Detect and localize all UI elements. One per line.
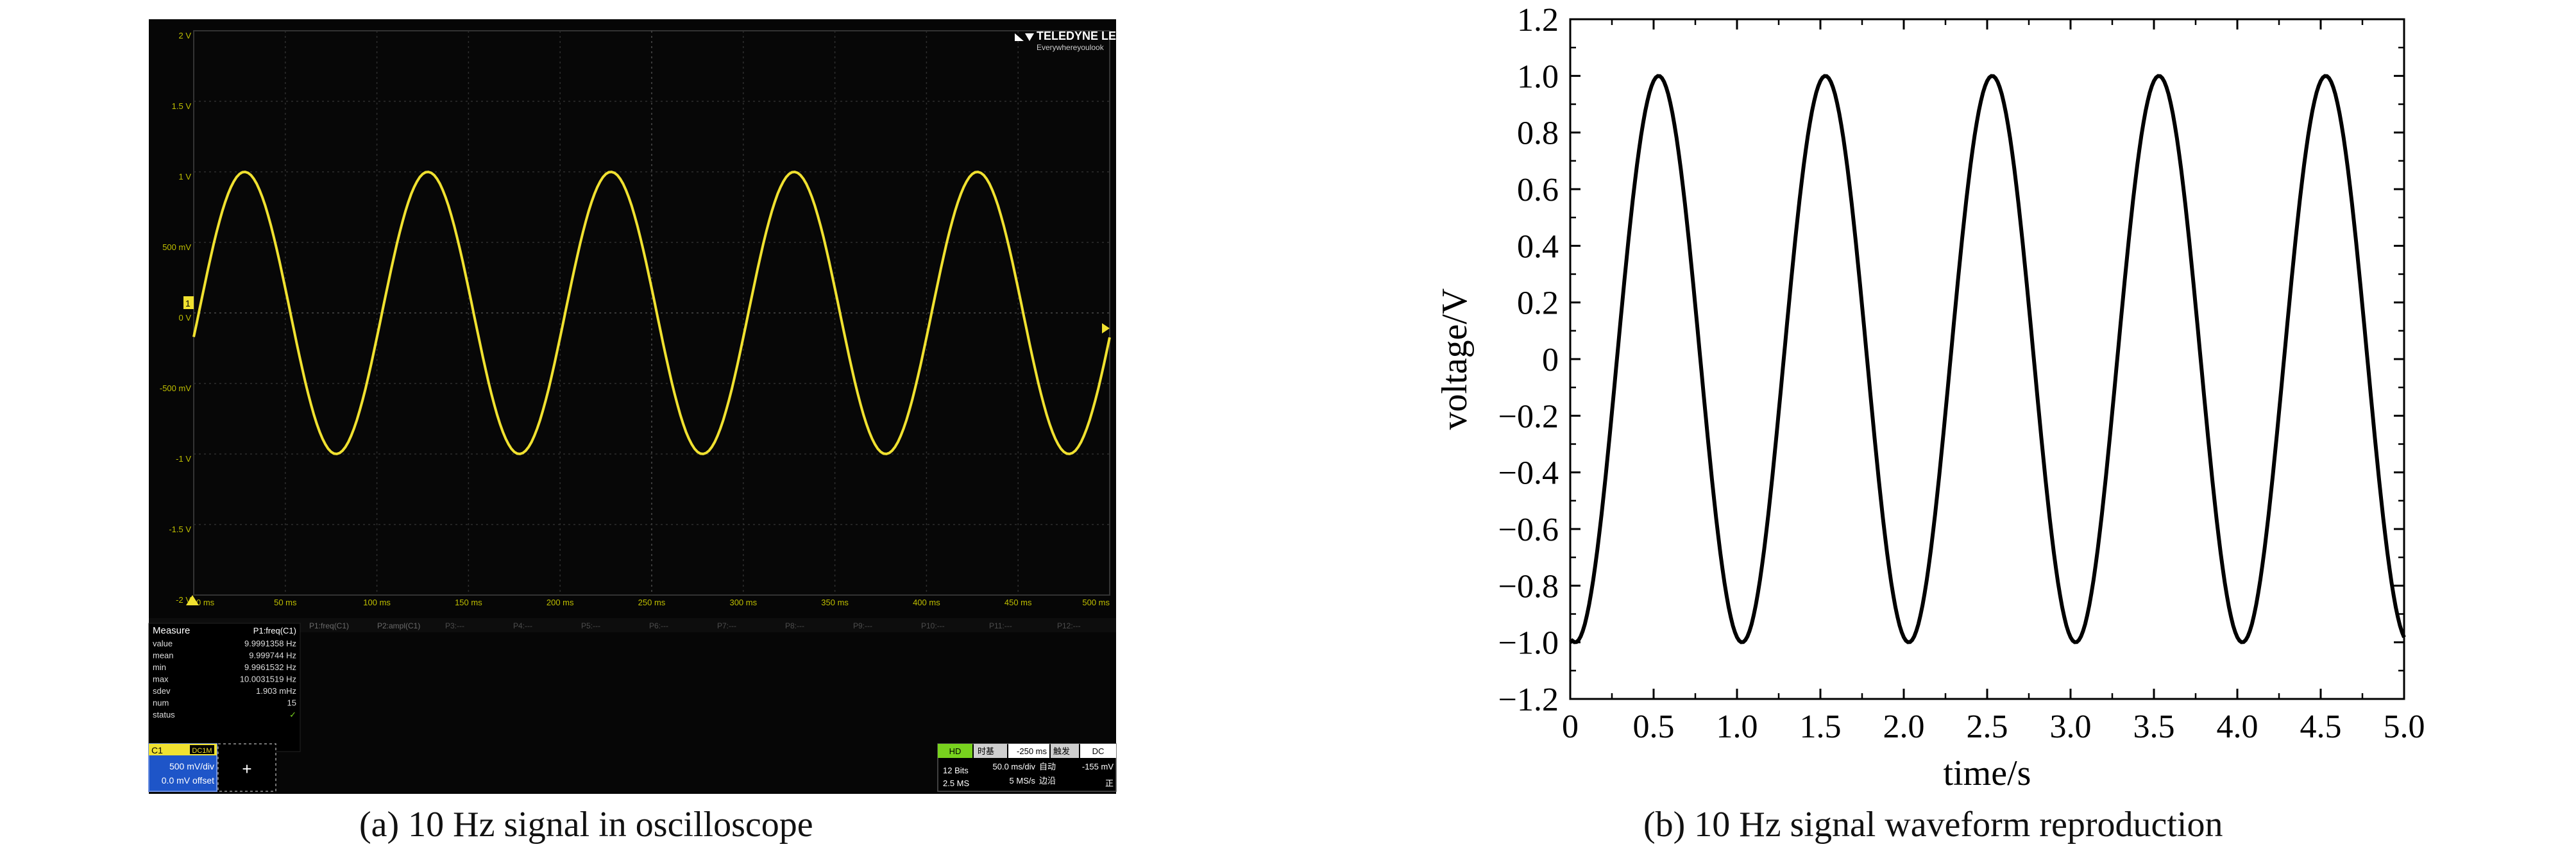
trigger-tab-label: 触发	[1053, 746, 1070, 756]
timebase-delay-value: -250 ms	[1017, 746, 1047, 756]
measure-row-value: 9.9961532 Hz	[244, 662, 296, 672]
scope-x-tick-label: 100 ms	[363, 598, 391, 607]
adc-bits: 12 Bits	[943, 766, 969, 775]
add-channel-icon: +	[242, 759, 251, 778]
time-per-div: 50.0 ms/div	[993, 762, 1036, 771]
measure-row-label: max	[153, 675, 169, 684]
timebase-tab-label: 时基	[978, 746, 994, 756]
param-tab[interactable]: P3:---	[445, 621, 464, 630]
trigger-slope: 正	[1105, 778, 1114, 788]
coupling-badge	[190, 745, 214, 754]
param-tabs: P1:freq(C1) P2:ampl(C1) P3:--- P4:--- P5:---…	[309, 621, 1081, 630]
trigger-coupling	[1080, 744, 1116, 758]
param-tab[interactable]: P12:---	[1057, 621, 1081, 630]
measure-row-value: ✓	[289, 710, 296, 719]
scope-x-tick-labels: 0 ms 50 ms 100 ms 150 ms 200 ms 250 ms 300 ms 3…	[196, 598, 1110, 607]
trigger-mode: 自动	[1039, 762, 1056, 771]
scope-x-tick-label: 300 ms	[729, 598, 757, 607]
caption-b: (b) 10 Hz signal waveform reproduction	[1643, 805, 2223, 845]
channel-offset: 0.0 mV offset	[162, 775, 214, 786]
trigger-coupling-value: DC	[1092, 746, 1105, 756]
trigger-position-marker[interactable]	[186, 595, 199, 605]
scope-x-tick-label: 250 ms	[638, 598, 666, 607]
scope-y-tick-label: 0 V	[178, 313, 191, 323]
measure-row-value: 15	[287, 698, 296, 708]
measure-row-label: status	[153, 710, 175, 719]
timebase-trigger-panel[interactable]: HD 时基 -250 ms 触发 DC 12 Bits 50.0 ms/div …	[937, 743, 1117, 792]
param-tab[interactable]: P5:---	[581, 621, 600, 630]
measure-row-value: 9.9991358 Hz	[244, 639, 296, 648]
channel-level-marker[interactable]	[183, 296, 194, 309]
param-tab[interactable]: P1:freq(C1)	[309, 621, 349, 630]
scope-y-tick-label: 1 V	[178, 172, 191, 181]
measure-row-value: 1.903 mHz	[256, 686, 296, 696]
sample-rate: 5 MS/s	[1010, 776, 1036, 786]
measure-title: Measure	[153, 625, 190, 636]
measure-panel	[148, 623, 301, 752]
scope-y-tick-label: -500 mV	[160, 383, 191, 393]
trigger-tab	[1051, 744, 1079, 758]
scope-x-tick-label: 450 ms	[1004, 598, 1032, 607]
trigger-level: -155 mV	[1082, 762, 1114, 771]
param-tab-strip	[149, 618, 1116, 632]
scope-y-tick-label: -1.5 V	[169, 525, 191, 534]
volts-per-div: 500 mV/div	[169, 761, 214, 771]
measure-column-header: P1:freq(C1)	[253, 626, 296, 635]
param-tab[interactable]: P6:---	[649, 621, 668, 630]
measure-row-label: sdev	[153, 686, 171, 696]
scope-x-tick-label: 500 ms	[1082, 598, 1110, 607]
scope-x-tick-label: 150 ms	[455, 598, 482, 607]
hd-badge	[938, 744, 972, 758]
measure-row-label: num	[153, 698, 169, 708]
channel-name: C1	[151, 745, 163, 755]
measure-row-value: 9.999744 Hz	[249, 651, 296, 660]
param-tab[interactable]: P8:---	[785, 621, 804, 630]
param-tab[interactable]: P9:---	[853, 621, 872, 630]
scope-x-tick-label: 0 ms	[196, 598, 215, 607]
caption-a: (a) 10 Hz signal in oscilloscope	[359, 805, 813, 845]
coupling-label: DC1M	[192, 747, 212, 755]
scope-y-tick-label: -2 V	[176, 595, 191, 605]
param-tab[interactable]: P7:---	[717, 621, 736, 630]
scope-x-tick-label: 200 ms	[547, 598, 574, 607]
scope-y-tick-label: 500 mV	[162, 242, 191, 252]
param-tab[interactable]: P2:ampl(C1)	[377, 621, 420, 630]
param-tab[interactable]: P10:---	[921, 621, 945, 630]
timebase-tab	[974, 744, 1007, 758]
scope-x-tick-label: 400 ms	[913, 598, 940, 607]
channel-level-marker-label: 1	[185, 298, 191, 308]
scope-y-tick-label: -1 V	[176, 454, 191, 464]
sample-count: 2.5 MS	[943, 778, 970, 788]
trigger-type: 边沿	[1039, 776, 1056, 786]
brand-name: TELEDYNE LECROY	[1037, 29, 1149, 42]
measure-rows: value 9.9991358 Hz mean 9.999744 Hz min 9.996…	[153, 639, 296, 719]
param-tab[interactable]: P11:---	[989, 621, 1012, 630]
hd-badge-label: HD	[949, 746, 962, 756]
teledyne-logo-icon	[1015, 33, 1034, 41]
measure-row-label: mean	[153, 651, 174, 660]
scope-trace-c1	[192, 171, 1111, 455]
scope-y-tick-labels: 2 V 1.5 V 1 V 500 mV 0 V -500 mV -1 V -1.5 V -2 …	[160, 31, 191, 605]
brand-tagline: Everywhereyoulook	[1037, 43, 1105, 52]
scope-y-tick-label: 2 V	[178, 31, 191, 40]
scope-grid	[194, 31, 1110, 595]
measure-row-label: min	[153, 662, 166, 672]
timebase-delay	[1008, 744, 1049, 758]
add-channel-button[interactable]	[217, 743, 276, 792]
trigger-level-marker[interactable]	[1102, 323, 1110, 333]
measure-row-value: 10.0031519 Hz	[240, 675, 296, 684]
scope-x-tick-label: 350 ms	[821, 598, 849, 607]
param-tab[interactable]: P4:---	[513, 621, 532, 630]
measure-row-label: value	[153, 639, 173, 648]
scope-x-tick-label: 50 ms	[274, 598, 297, 607]
scope-y-tick-label: 1.5 V	[172, 101, 192, 111]
